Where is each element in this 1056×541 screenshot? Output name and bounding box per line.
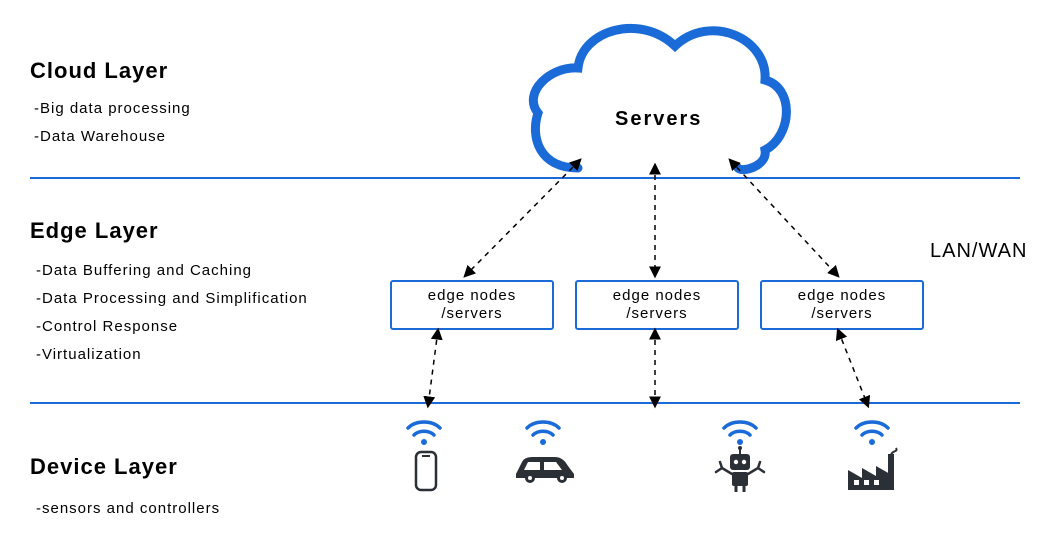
phone-icon xyxy=(414,450,438,492)
wifi-icon xyxy=(404,418,444,446)
wifi-icon xyxy=(523,418,563,446)
wifi-icon xyxy=(720,418,760,446)
car-icon xyxy=(510,452,580,486)
robot-icon xyxy=(716,448,764,492)
factory-icon xyxy=(844,450,900,492)
wifi-icon xyxy=(852,418,892,446)
